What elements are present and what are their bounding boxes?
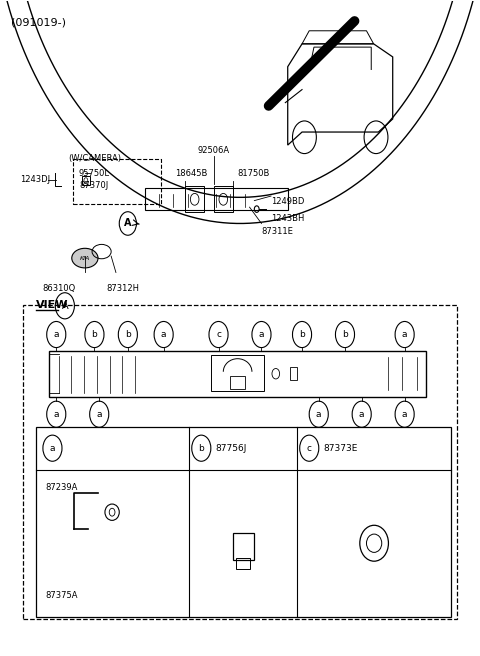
Text: c: c <box>216 330 221 339</box>
Text: 87756J: 87756J <box>216 443 247 453</box>
Bar <box>211 356 264 392</box>
Text: a: a <box>316 410 322 419</box>
Text: VIEW: VIEW <box>36 300 68 310</box>
Text: a: a <box>53 330 59 339</box>
Text: 81750B: 81750B <box>238 169 270 178</box>
Text: c: c <box>307 443 312 453</box>
Text: a: a <box>359 410 364 419</box>
Text: b: b <box>198 443 204 453</box>
Bar <box>236 558 251 569</box>
Bar <box>214 186 233 213</box>
Text: b: b <box>92 330 97 339</box>
Text: A: A <box>61 301 68 311</box>
Bar <box>82 176 90 185</box>
Text: 95750L: 95750L <box>79 169 110 178</box>
Text: a: a <box>402 330 408 339</box>
Bar <box>230 376 245 389</box>
Text: a: a <box>53 410 59 419</box>
Bar <box>144 188 288 211</box>
Text: 86310Q: 86310Q <box>42 284 75 293</box>
Text: 87312H: 87312H <box>107 284 140 293</box>
Bar <box>185 186 204 213</box>
Text: (W/CAMERA): (W/CAMERA) <box>68 154 121 163</box>
Text: 1243DJ: 1243DJ <box>21 175 50 184</box>
Bar <box>36 427 451 617</box>
Text: b: b <box>299 330 305 339</box>
Text: 87373E: 87373E <box>324 443 358 453</box>
Circle shape <box>119 212 136 236</box>
Text: A: A <box>124 218 132 228</box>
Text: 18645B: 18645B <box>176 169 208 178</box>
Text: 87239A: 87239A <box>45 483 78 492</box>
Text: b: b <box>342 330 348 339</box>
Text: b: b <box>125 330 131 339</box>
Bar <box>290 367 297 380</box>
Ellipse shape <box>72 249 98 268</box>
Text: 87370J: 87370J <box>80 181 109 190</box>
Bar <box>49 351 426 397</box>
Text: 1243BH: 1243BH <box>271 214 304 222</box>
Text: a: a <box>161 330 167 339</box>
Text: 87375A: 87375A <box>45 592 78 600</box>
Text: 92506A: 92506A <box>198 146 230 155</box>
Text: KIA: KIA <box>80 256 90 260</box>
Text: a: a <box>50 443 55 453</box>
Text: 87311E: 87311E <box>262 227 293 236</box>
Text: (091019-): (091019-) <box>11 18 66 28</box>
Text: a: a <box>96 410 102 419</box>
Text: 1249BD: 1249BD <box>271 197 304 207</box>
Text: a: a <box>402 410 408 419</box>
Text: a: a <box>259 330 264 339</box>
Bar <box>233 533 254 560</box>
